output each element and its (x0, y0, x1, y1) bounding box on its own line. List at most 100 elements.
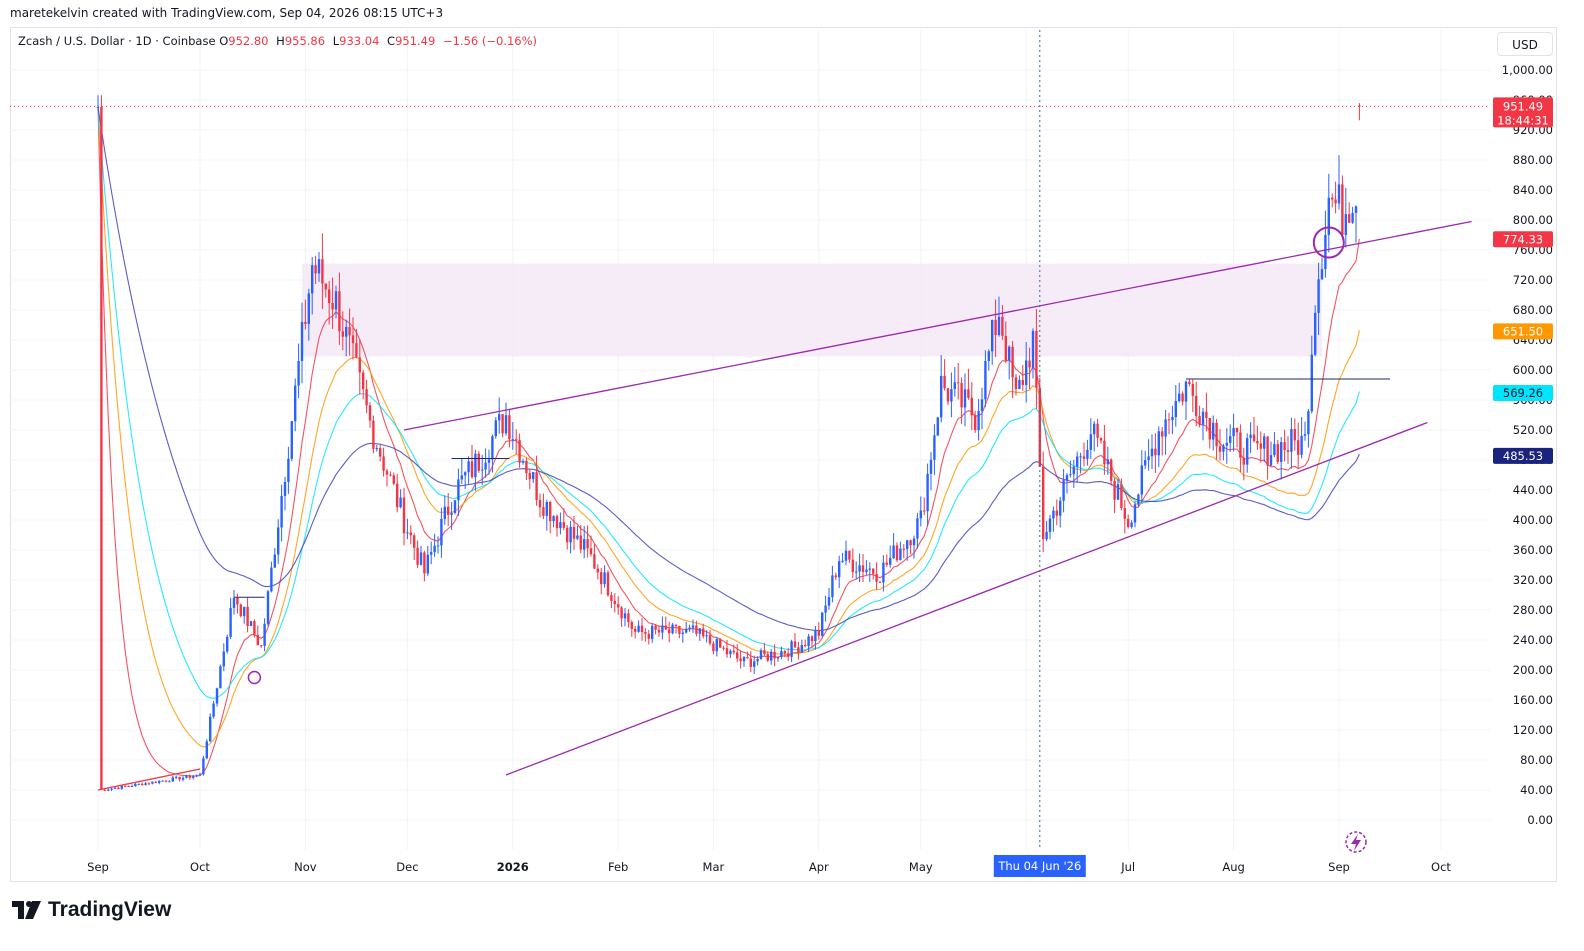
candle-body (685, 629, 688, 633)
candle-body (882, 562, 885, 583)
candle-body (600, 572, 603, 585)
candle-body (919, 510, 922, 519)
legend-open-label: O (219, 34, 229, 48)
candle-body (552, 516, 555, 522)
candle-body (232, 598, 236, 608)
candle-body (688, 627, 691, 630)
trendline-lower (505, 421, 1428, 776)
legend-symbol: Zcash / U.S. Dollar · 1D · Coinbase (18, 34, 216, 48)
candle-body (627, 613, 630, 623)
candle-body (1103, 440, 1106, 465)
y-tick-label: 600.00 (1513, 363, 1553, 377)
candle-body (110, 788, 113, 790)
candle-body (287, 458, 290, 482)
candle-body (212, 703, 215, 717)
candle-body (117, 787, 120, 789)
candle-body (620, 607, 623, 619)
candle-body (470, 461, 474, 478)
candle-body (742, 657, 746, 662)
candle-body (209, 716, 212, 742)
candle-body (1154, 448, 1157, 456)
candle-body (511, 439, 514, 441)
candle-body (1079, 456, 1082, 458)
candle-body (273, 554, 276, 568)
x-tick-label: Dec (396, 860, 418, 874)
candle-body (175, 776, 178, 778)
candle-body (137, 783, 140, 785)
candle-body (1069, 474, 1072, 476)
candle-body (331, 303, 334, 310)
candle-body (290, 421, 293, 459)
footer-brand[interactable]: TradingView (12, 898, 171, 922)
candle-body (851, 559, 854, 573)
candle-body (1198, 416, 1201, 425)
candle-body (970, 397, 973, 416)
candle-body (562, 522, 565, 528)
x-tick-label: Oct (1431, 860, 1451, 874)
candle-body (535, 472, 538, 501)
candle-body (1031, 330, 1035, 368)
candle-body (814, 630, 817, 642)
candle-body (1014, 377, 1018, 390)
candle-body (640, 625, 644, 633)
candle-body (783, 651, 786, 654)
ma-medium-badge: 651.50 (1503, 324, 1543, 338)
candle-body (674, 624, 678, 626)
candle-body (810, 636, 814, 642)
candle-body (504, 415, 508, 434)
ma-medium-badge-bg (1493, 323, 1553, 340)
candle-body (759, 650, 763, 659)
candle-body (368, 405, 372, 421)
candle-body (147, 783, 151, 785)
candle-body (1334, 199, 1337, 204)
candle-body (923, 510, 926, 512)
candle-body (423, 552, 426, 574)
y-tick-label: 440.00 (1513, 483, 1553, 497)
candle-body (1195, 395, 1198, 417)
legend-high-value: 955.86 (284, 34, 326, 48)
candle-body (521, 460, 525, 463)
x-tick-label: May (909, 860, 933, 874)
candle-body (433, 545, 436, 553)
candle-body (1038, 387, 1041, 467)
candle-body (1167, 419, 1171, 421)
candle-body (824, 605, 827, 613)
candle-body (226, 636, 229, 652)
legend-low-value: 933.04 (339, 34, 380, 48)
candle-body (950, 389, 953, 402)
candle-body (1215, 422, 1218, 447)
candle-body (362, 372, 365, 390)
candle-body (861, 565, 865, 572)
candle-body (878, 581, 882, 583)
candle-body (243, 606, 246, 617)
x-tick-label: Apr (809, 860, 829, 874)
candle-body (508, 415, 511, 440)
candle-body (780, 651, 783, 658)
currency-button[interactable]: USD (1497, 32, 1553, 56)
marker-circle-breakout (1312, 226, 1345, 259)
candle-body (532, 472, 535, 480)
candle-body (348, 326, 351, 336)
candle-body (1229, 436, 1232, 443)
candle-body (1025, 360, 1028, 385)
candle-body (555, 516, 559, 529)
candle-body (1035, 330, 1038, 388)
candle-body (1082, 456, 1086, 459)
candle-body (1113, 480, 1116, 500)
candle-body (623, 613, 627, 619)
candle-body (260, 645, 263, 647)
candle-body (253, 621, 256, 635)
ma-200-badge-bg (1493, 447, 1553, 464)
candle-body (691, 625, 695, 628)
y-tick-label: 40.00 (1520, 783, 1553, 797)
candle-body (358, 357, 361, 373)
candle-body (413, 535, 416, 548)
candle-body (474, 453, 477, 478)
candle-body (205, 741, 208, 759)
candle-body (916, 518, 919, 539)
candle-body (1286, 450, 1290, 452)
candle-body (307, 293, 310, 324)
candle-body (1045, 531, 1048, 540)
candle-body (382, 456, 385, 471)
